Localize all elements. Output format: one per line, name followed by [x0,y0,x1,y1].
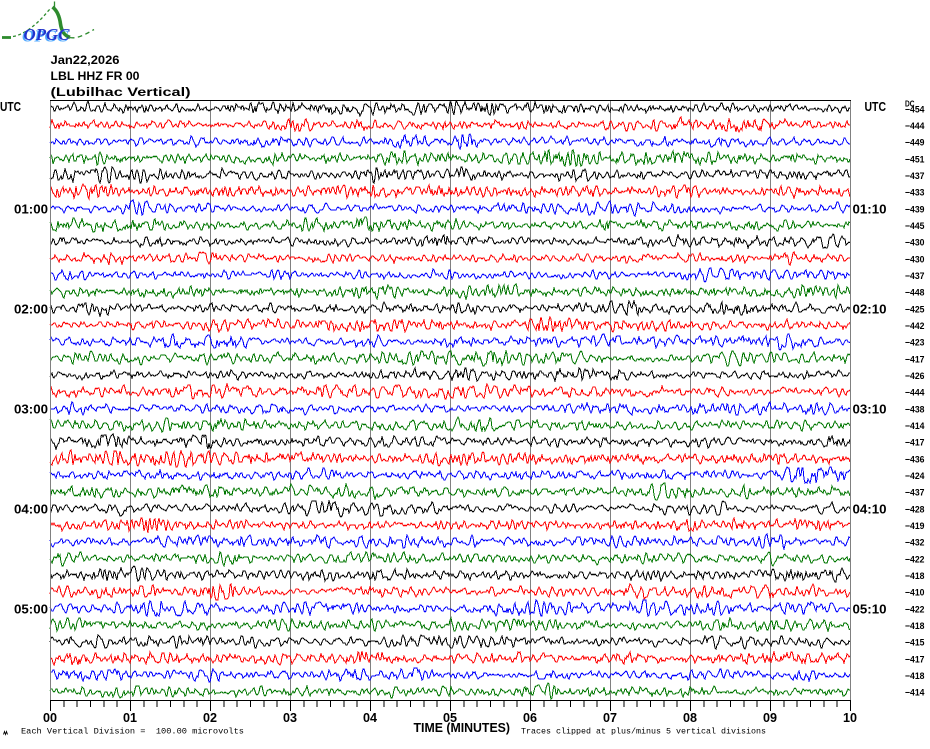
svg-text:(Lubilhac Vertical): (Lubilhac Vertical) [51,85,191,99]
svg-text:−422: −422 [905,604,925,614]
svg-text:04:00: 04:00 [14,502,48,517]
svg-text:OPGC: OPGC [22,27,69,46]
svg-text:Each Vertical Division = 100.: Each Vertical Division = 100.00 microvol… [21,727,244,737]
svg-text:−410: −410 [905,588,925,598]
svg-text:−444: −444 [905,121,925,131]
svg-text:−454: −454 [905,104,925,114]
svg-text:DC: DC [905,99,915,108]
svg-text:04:10: 04:10 [853,502,887,517]
svg-text:−428: −428 [905,504,925,514]
svg-text:−418: −418 [905,671,925,681]
svg-text:−451: −451 [905,154,925,164]
svg-text:10: 10 [843,710,857,725]
svg-text:02:00: 02:00 [14,302,48,317]
svg-text:−433: −433 [905,188,925,198]
svg-text:−449: −449 [905,138,925,148]
svg-text:−415: −415 [905,638,925,648]
svg-text:−445: −445 [905,221,925,231]
svg-text:03:10: 03:10 [853,402,887,417]
svg-text:06: 06 [523,710,537,725]
svg-text:TIME (MINUTES): TIME (MINUTES) [414,721,511,735]
svg-text:−437: −437 [905,171,925,181]
svg-text:05: 05 [443,710,457,725]
svg-text:03: 03 [283,710,297,725]
svg-text:04: 04 [363,710,378,725]
svg-text:Jan22,2026: Jan22,2026 [51,53,120,67]
svg-text:03:00: 03:00 [14,402,48,417]
svg-text:01: 01 [123,710,137,725]
svg-text:−430: −430 [905,238,925,248]
svg-text:02: 02 [203,710,217,725]
svg-text:−417: −417 [905,354,925,364]
svg-text:08: 08 [683,710,697,725]
svg-text:−425: −425 [905,304,925,314]
svg-text:−418: −418 [905,621,925,631]
svg-text:−444: −444 [905,388,925,398]
svg-text:−424: −424 [905,471,925,481]
svg-text:−438: −438 [905,404,925,414]
svg-text:−437: −437 [905,488,925,498]
svg-text:OPGC: OPGC [24,25,71,44]
svg-text:−422: −422 [905,554,925,564]
svg-text:01:00: 01:00 [14,202,48,217]
svg-text:−423: −423 [905,338,925,348]
svg-text:−436: −436 [905,454,925,464]
svg-text:LBL HHZ FR 00: LBL HHZ FR 00 [51,69,140,83]
svg-text:−426: −426 [905,371,925,381]
svg-text:−417: −417 [905,654,925,664]
svg-text:−448: −448 [905,288,925,298]
svg-text:−439: −439 [905,204,925,214]
svg-text:−418: −418 [905,571,925,581]
svg-text:01:10: 01:10 [853,202,887,217]
svg-text:−437: −437 [905,271,925,281]
svg-text:UTC: UTC [865,100,887,114]
svg-text:−417: −417 [905,438,925,448]
svg-text:−432: −432 [905,538,925,548]
svg-text:00: 00 [43,710,57,725]
svg-text:09: 09 [763,710,777,725]
svg-text:−414: −414 [905,421,925,431]
svg-text:−430: −430 [905,254,925,264]
svg-text:UTC: UTC [0,100,21,114]
svg-text:Traces clipped at plus/minus 5: Traces clipped at plus/minus 5 vertical … [521,727,766,737]
svg-text:−414: −414 [905,688,925,698]
svg-text:05:10: 05:10 [853,602,887,617]
svg-text:−419: −419 [905,521,925,531]
svg-text:07: 07 [603,710,617,725]
svg-text:−442: −442 [905,321,925,331]
svg-text:02:10: 02:10 [853,302,887,317]
svg-text:05:00: 05:00 [14,602,48,617]
